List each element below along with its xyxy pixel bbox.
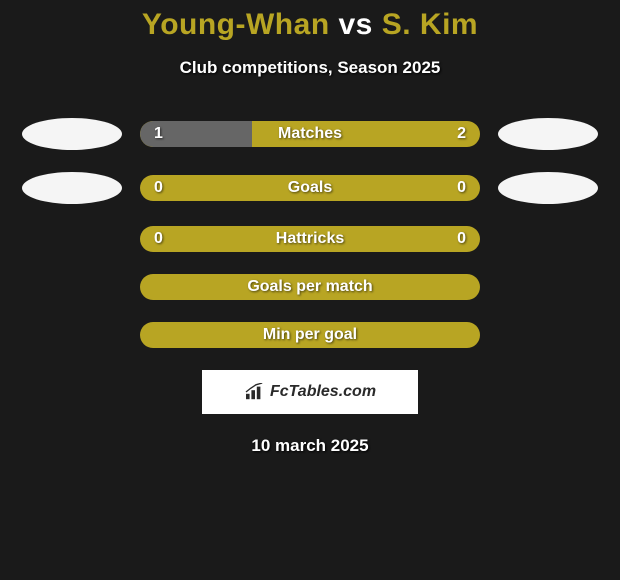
stat-bar: 1 Matches 2 xyxy=(140,121,480,147)
left-value: 0 xyxy=(154,179,163,197)
left-value: 0 xyxy=(154,230,163,248)
subtitle: Club competitions, Season 2025 xyxy=(0,58,620,78)
stat-row: 0 Goals 0 xyxy=(0,172,620,204)
stat-bar: Min per goal xyxy=(140,322,480,348)
player2-marker xyxy=(498,172,598,204)
stat-row: Goals per match xyxy=(0,274,620,300)
left-value: 1 xyxy=(154,125,163,143)
stat-label: Min per goal xyxy=(263,326,357,344)
right-value: 2 xyxy=(457,125,466,143)
stat-bar: 0 Goals 0 xyxy=(140,175,480,201)
page-title: Young-Whan vs S. Kim xyxy=(0,8,620,42)
stat-bar: 0 Hattricks 0 xyxy=(140,226,480,252)
brand-text: FcTables.com xyxy=(270,383,376,401)
player2-marker xyxy=(498,118,598,150)
stat-label: Matches xyxy=(278,125,342,143)
comparison-infographic: Young-Whan vs S. Kim Club competitions, … xyxy=(0,0,620,456)
player1-name: Young-Whan xyxy=(142,8,330,41)
player1-marker xyxy=(22,118,122,150)
date-text: 10 march 2025 xyxy=(0,436,620,456)
stat-bar: Goals per match xyxy=(140,274,480,300)
vs-text: vs xyxy=(339,8,373,41)
stat-row: Min per goal xyxy=(0,322,620,348)
stat-label: Goals per match xyxy=(247,278,372,296)
player2-name: S. Kim xyxy=(382,8,478,41)
stat-row: 0 Hattricks 0 xyxy=(0,226,620,252)
stat-rows: 1 Matches 2 0 Goals 0 0 Hattricks 0 Goals per mat… xyxy=(0,118,620,348)
stat-row: 1 Matches 2 xyxy=(0,118,620,150)
right-value: 0 xyxy=(457,179,466,197)
right-value: 0 xyxy=(457,230,466,248)
stat-label: Goals xyxy=(288,179,332,197)
player1-marker xyxy=(22,172,122,204)
chart-icon xyxy=(244,383,266,401)
brand-badge: FcTables.com xyxy=(202,370,418,414)
stat-label: Hattricks xyxy=(276,230,344,248)
